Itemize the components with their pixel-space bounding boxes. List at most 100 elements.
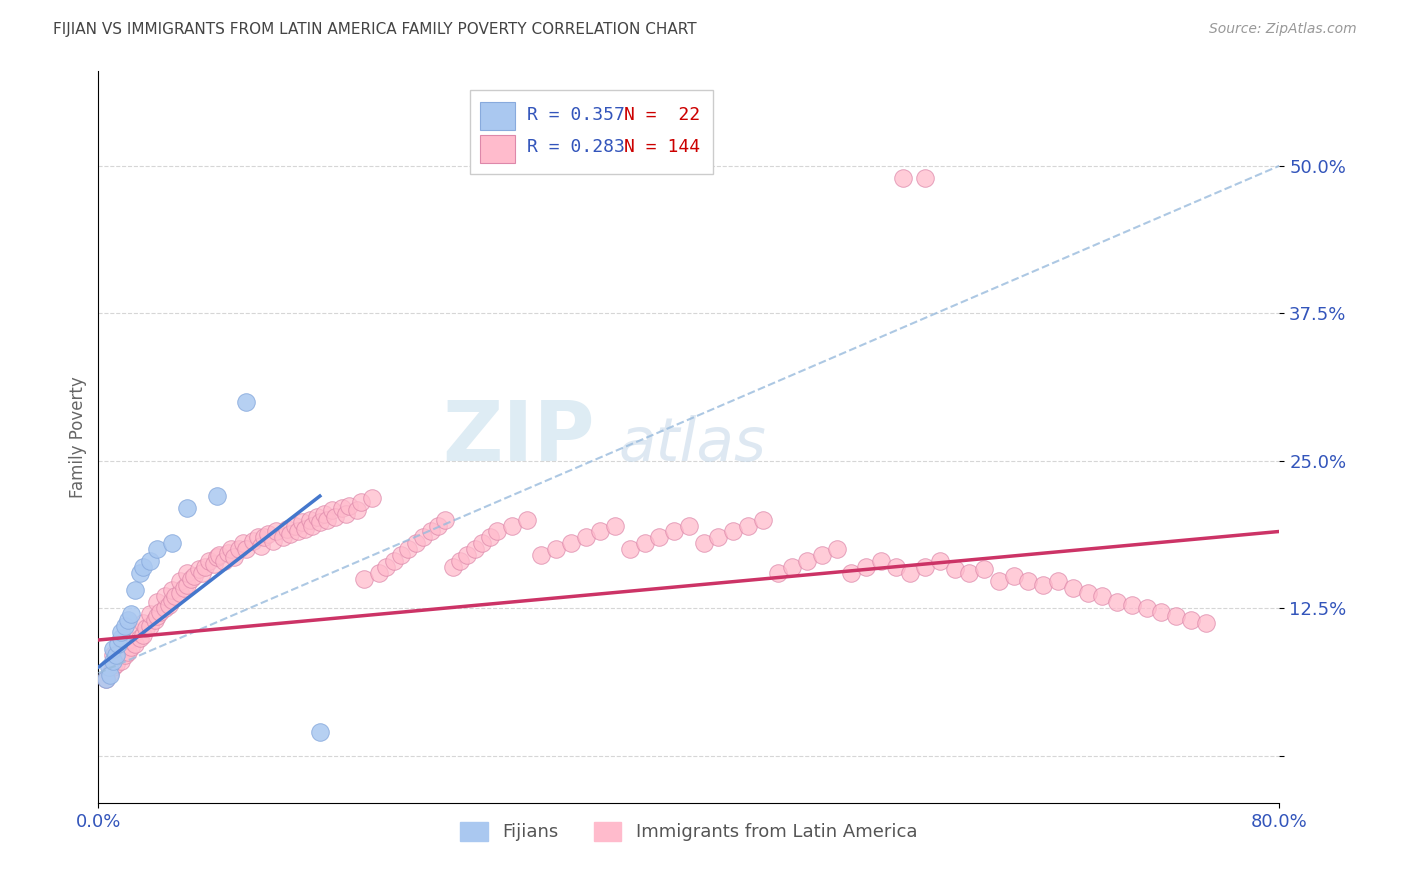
Text: atlas: atlas xyxy=(619,415,766,474)
Y-axis label: Family Poverty: Family Poverty xyxy=(69,376,87,498)
Point xyxy=(103,654,125,668)
FancyBboxPatch shape xyxy=(479,102,516,130)
Point xyxy=(501,518,523,533)
Point xyxy=(375,559,398,574)
Point xyxy=(117,613,139,627)
Point xyxy=(914,170,936,185)
Point xyxy=(478,530,501,544)
Point xyxy=(464,542,486,557)
Point xyxy=(301,518,323,533)
Point xyxy=(139,554,162,568)
Point xyxy=(287,524,309,539)
Point xyxy=(973,562,995,576)
Point xyxy=(103,642,125,657)
Point xyxy=(124,636,146,650)
Point xyxy=(198,554,221,568)
Point xyxy=(169,586,191,600)
Point xyxy=(169,574,191,588)
Point xyxy=(810,548,832,562)
Point xyxy=(262,533,284,548)
Point xyxy=(264,524,287,539)
Point xyxy=(107,636,129,650)
Point xyxy=(560,536,582,550)
Point xyxy=(232,536,254,550)
Point xyxy=(330,500,353,515)
Point xyxy=(117,645,139,659)
Point xyxy=(135,621,157,635)
Point xyxy=(1002,569,1025,583)
Point xyxy=(294,522,316,536)
Point xyxy=(187,562,209,576)
Point xyxy=(405,536,427,550)
Point xyxy=(149,605,172,619)
Point xyxy=(98,666,121,681)
Point xyxy=(271,530,294,544)
Point xyxy=(228,542,250,557)
Point xyxy=(412,530,434,544)
Point xyxy=(94,672,117,686)
Point xyxy=(457,548,479,562)
Point xyxy=(1136,601,1159,615)
Point xyxy=(884,559,907,574)
Point xyxy=(153,590,176,604)
Point xyxy=(105,657,128,671)
Point xyxy=(176,500,198,515)
Point xyxy=(132,628,155,642)
Point xyxy=(346,503,368,517)
Point xyxy=(664,524,686,539)
Point xyxy=(449,554,471,568)
Point xyxy=(212,554,235,568)
Point xyxy=(471,536,494,550)
Point xyxy=(253,530,276,544)
Point xyxy=(235,394,257,409)
Point xyxy=(900,566,922,580)
Point xyxy=(339,499,361,513)
Point xyxy=(143,613,166,627)
Point xyxy=(176,577,198,591)
Point xyxy=(398,542,420,557)
Point xyxy=(516,513,538,527)
Point xyxy=(291,515,314,529)
Text: R = 0.283: R = 0.283 xyxy=(527,138,626,156)
Point xyxy=(132,616,155,631)
Point xyxy=(173,581,195,595)
Point xyxy=(825,542,848,557)
Point xyxy=(321,503,343,517)
Point xyxy=(208,548,231,562)
Point xyxy=(870,554,893,568)
Point xyxy=(1077,586,1099,600)
Text: N =  22: N = 22 xyxy=(624,105,700,123)
Point xyxy=(110,642,132,657)
Point xyxy=(323,510,346,524)
Point xyxy=(314,507,336,521)
Legend: Fijians, Immigrants from Latin America: Fijians, Immigrants from Latin America xyxy=(453,814,925,848)
Point xyxy=(191,566,214,580)
Point xyxy=(110,654,132,668)
Text: N = 144: N = 144 xyxy=(624,138,700,156)
Point xyxy=(132,559,155,574)
Point xyxy=(1091,590,1114,604)
Text: R = 0.357: R = 0.357 xyxy=(527,105,626,123)
Point xyxy=(162,583,183,598)
Point xyxy=(250,539,273,553)
Point xyxy=(110,624,132,639)
Point xyxy=(117,632,139,647)
Text: ZIP: ZIP xyxy=(441,397,595,477)
Point xyxy=(959,566,981,580)
Point xyxy=(242,533,264,548)
Point xyxy=(124,583,146,598)
Point xyxy=(114,648,136,663)
Point xyxy=(693,536,716,550)
Point xyxy=(114,636,136,650)
Point xyxy=(382,554,405,568)
Point xyxy=(752,513,775,527)
Point xyxy=(221,542,243,557)
Point xyxy=(929,554,952,568)
Point xyxy=(162,536,183,550)
Point xyxy=(1195,616,1218,631)
Point xyxy=(678,518,700,533)
Point xyxy=(841,566,863,580)
Point xyxy=(1107,595,1129,609)
Point xyxy=(782,559,804,574)
Point xyxy=(1121,598,1143,612)
